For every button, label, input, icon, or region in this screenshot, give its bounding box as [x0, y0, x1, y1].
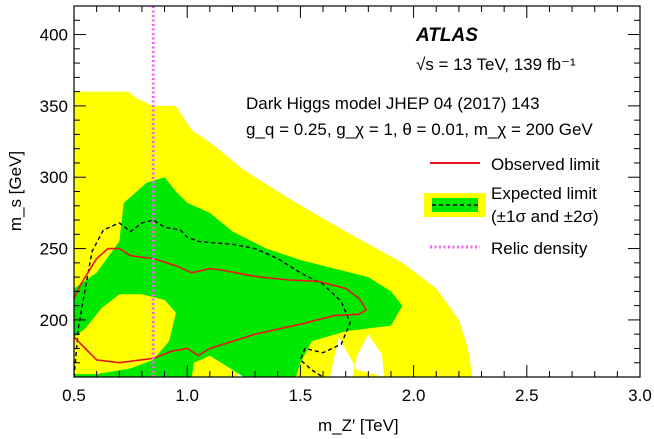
- legend: Observed limit Expected limit (±1σ and ±…: [424, 155, 600, 258]
- legend-relic-label: Relic density: [491, 239, 588, 258]
- band-1sigma-region: [74, 177, 403, 377]
- x-tick-label: 2.5: [515, 386, 539, 405]
- observed-limit-line: [74, 247, 368, 364]
- energy-lumi-label: √s = 13 TeV, 139 fb⁻¹: [416, 55, 576, 74]
- x-tick-label: 0.5: [62, 386, 86, 405]
- legend-observed-label: Observed limit: [491, 155, 600, 174]
- band-1sigma-layer: [74, 177, 403, 377]
- axis-ticks: [73, 5, 641, 377]
- limit-lines-layer: [74, 6, 368, 377]
- x-tick-label: 3.0: [628, 386, 652, 405]
- x-tick-label: 2.0: [402, 386, 426, 405]
- atlas-label: ATLAS: [415, 25, 478, 46]
- y-tick-label: 300: [40, 168, 68, 187]
- y-tick-label: 350: [40, 97, 68, 116]
- model-label: Dark Higgs model JHEP 04 (2017) 143: [246, 94, 540, 113]
- y-tick-label: 400: [40, 26, 68, 45]
- legend-expected-label: Expected limit: [491, 184, 597, 203]
- y-tick-label: 200: [40, 311, 68, 330]
- x-tick-label: 1.5: [289, 386, 313, 405]
- params-label: g_q = 0.25, g_χ = 1, θ = 0.01, m_χ = 200…: [246, 120, 593, 139]
- legend-expected-sublabel: (±1σ and ±2σ): [491, 207, 599, 226]
- y-tick-label: 250: [40, 240, 68, 259]
- x-tick-label: 1.0: [175, 386, 199, 405]
- x-axis-title: m_Z′ [TeV]: [318, 416, 399, 435]
- y-axis-title: m_s [GeV]: [6, 151, 25, 231]
